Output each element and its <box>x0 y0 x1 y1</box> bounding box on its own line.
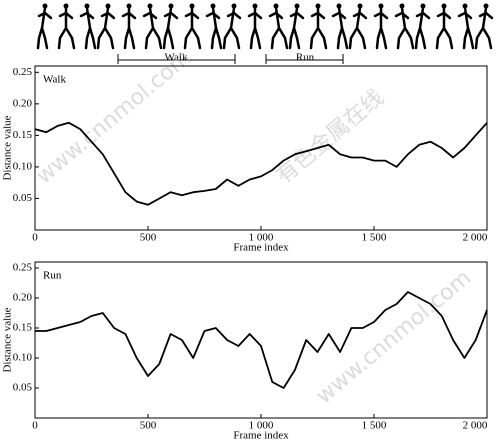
y-tick-label: 0.05 <box>13 382 33 394</box>
x-tick-label: 2 000 <box>463 420 488 432</box>
stick-body <box>247 6 263 50</box>
x-tick-label: 1 000 <box>249 420 274 432</box>
stick-body <box>348 6 368 50</box>
stick-body <box>222 6 242 50</box>
stick-head <box>105 3 111 9</box>
stick-body <box>142 6 163 50</box>
stick-head <box>273 3 279 9</box>
stick-body <box>121 6 137 50</box>
stick-body <box>474 6 494 50</box>
y-axis-label: Distance value <box>2 115 14 180</box>
stick-body <box>268 6 289 50</box>
stick-body <box>373 6 389 50</box>
plot-frame <box>34 65 488 231</box>
stick-body <box>309 6 328 50</box>
x-tick-label: 1 500 <box>362 232 387 244</box>
stick-body <box>96 6 116 50</box>
y-tick-label: 0.15 <box>13 129 33 141</box>
stick-head <box>294 3 300 9</box>
stick-head <box>357 3 363 9</box>
annotation: Run <box>43 270 62 282</box>
strip-label: Walk <box>165 52 188 64</box>
watermark: www.cnnmol.com <box>32 45 197 189</box>
stick-head <box>462 3 468 9</box>
y-tick-label: 0.20 <box>13 97 33 109</box>
stick-head <box>84 3 90 9</box>
stick-head <box>210 3 216 9</box>
stick-head <box>420 3 426 9</box>
stick-body <box>57 6 76 50</box>
stick-head <box>168 3 174 9</box>
x-axis-label: Frame index <box>233 242 289 254</box>
stick-head <box>315 3 321 9</box>
stick-body <box>435 6 454 50</box>
y-tick-label: 0.25 <box>13 66 33 78</box>
plot-frame <box>34 261 488 419</box>
y-tick-label: 0.25 <box>13 262 33 274</box>
annotation: Walk <box>43 74 66 86</box>
x-tick-label: 2 000 <box>463 232 488 244</box>
x-tick-label: 500 <box>140 420 157 432</box>
stick-body <box>331 6 349 50</box>
data-line <box>34 121 488 206</box>
stick-head <box>252 3 258 9</box>
x-tick-label: 0 <box>32 232 38 244</box>
x-axis-label: Frame index <box>233 430 289 442</box>
stick-head <box>231 3 237 9</box>
strip-label: Run <box>296 52 315 64</box>
stick-body <box>394 6 415 50</box>
stick-body <box>183 6 202 50</box>
x-tick-label: 1 500 <box>362 420 387 432</box>
stick-body <box>205 6 223 50</box>
stick-body <box>162 6 179 50</box>
stick-head <box>399 3 405 9</box>
watermark: 有色金属在线 <box>272 85 389 189</box>
x-tick-label: 500 <box>140 232 157 244</box>
x-tick-label: 0 <box>32 420 38 432</box>
stick-head <box>483 3 489 9</box>
y-tick-label: 0.20 <box>13 292 33 304</box>
stick-head <box>63 3 69 9</box>
stick-figure-strip <box>36 3 494 50</box>
y-tick-label: 0.10 <box>13 352 33 364</box>
stick-head <box>147 3 153 9</box>
y-tick-label: 0.05 <box>13 192 33 204</box>
stick-head <box>126 3 132 9</box>
y-tick-label: 0.10 <box>13 160 33 172</box>
x-tick-label: 1 000 <box>249 232 274 244</box>
stick-head <box>336 3 342 9</box>
stick-body <box>79 6 97 50</box>
stick-head <box>42 3 48 9</box>
stick-body <box>288 6 305 50</box>
y-axis-label: Distance value <box>2 307 14 372</box>
stick-head <box>441 3 447 9</box>
stick-head <box>189 3 195 9</box>
stick-head <box>378 3 384 9</box>
stick-body <box>457 6 475 50</box>
stick-body <box>36 6 53 50</box>
y-tick-label: 0.15 <box>13 322 33 334</box>
stick-body <box>414 6 431 50</box>
data-line <box>35 291 488 389</box>
